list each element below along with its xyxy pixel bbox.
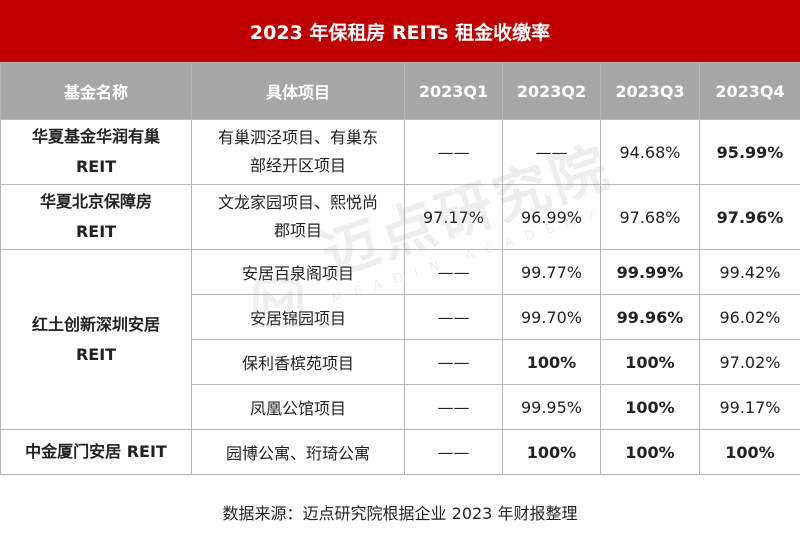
project-name: 安居锦园项目 [191, 294, 405, 340]
q4-value: 100% [699, 429, 800, 475]
table-row: 中金厦门安居 REIT 园博公寓、珩琦公寓 —— 100% 100% 100% [0, 429, 800, 475]
fund-name-suffix: REIT [75, 157, 117, 176]
header-q4: 2023Q4 [699, 62, 800, 120]
q3-value: 100% [600, 339, 700, 385]
q1-value: —— [404, 384, 503, 430]
project-name: 凤凰公馆项目 [191, 384, 405, 430]
project-cell: 文龙家园项目、熙悦尚 郡项目 [191, 184, 405, 250]
table-row: 红土创新深圳安居 REIT 安居百泉阁项目 —— 99.77% 99.99% 9… [0, 249, 800, 430]
q1-value: 97.17% [404, 184, 503, 250]
q4-value: 99.42% [699, 249, 800, 295]
q4-value: 97.02% [699, 339, 800, 385]
table-row: 凤凰公馆项目 —— 99.95% 100% 99.17% [1, 384, 800, 430]
header-fund-name: 基金名称 [0, 62, 192, 120]
q3-value: 100% [600, 429, 700, 475]
q3-value: 97.68% [600, 184, 700, 250]
fund-name: 华夏北京保障房 [39, 192, 152, 211]
project-cell: 有巢泗泾项目、有巢东 部经开区项目 [191, 119, 405, 185]
q2-value: 99.70% [502, 294, 601, 340]
reits-table: 基金名称 具体项目 2023Q1 2023Q2 2023Q3 2023Q4 华夏… [0, 62, 800, 475]
project-name: 安居百泉阁项目 [191, 249, 405, 295]
header-q2: 2023Q2 [502, 62, 601, 120]
table-title: 2023 年保租房 REITs 租金收缴率 [0, 0, 800, 62]
q3-value: 99.99% [600, 249, 700, 295]
project-name-cont: 郡项目 [273, 221, 322, 240]
fund-name-cell: 华夏基金华润有巢 REIT [0, 119, 192, 185]
fund-name-cell: 红土创新深圳安居 REIT [0, 249, 192, 430]
q2-value: 100% [502, 429, 601, 475]
header-project: 具体项目 [191, 62, 405, 120]
project-name: 保利香槟苑项目 [191, 339, 405, 385]
q2-value: 99.95% [502, 384, 601, 430]
q4-value: 95.99% [699, 119, 800, 185]
q4-value: 96.02% [699, 294, 800, 340]
fund-name-cell: 华夏北京保障房 REIT [0, 184, 192, 250]
q1-value: —— [404, 249, 503, 295]
fund-name: 中金厦门安居 REIT [0, 429, 192, 475]
q2-value: 100% [502, 339, 601, 385]
table-row: 华夏北京保障房 REIT 文龙家园项目、熙悦尚 郡项目 97.17% 96.99… [0, 184, 800, 250]
fund-name-suffix: REIT [75, 222, 117, 241]
project-name: 有巢泗泾项目、有巢东 [217, 128, 378, 147]
table-row: 安居锦园项目 —— 99.70% 99.96% 96.02% [1, 294, 800, 340]
q3-value: 99.96% [600, 294, 700, 340]
q2-value: 99.77% [502, 249, 601, 295]
header-q3: 2023Q3 [600, 62, 700, 120]
source-note: 数据来源：迈点研究院根据企业 2023 年财报整理 [222, 504, 578, 523]
q2-value: —— [502, 119, 601, 185]
q1-value: —— [404, 339, 503, 385]
project-name-cont: 部经开区项目 [249, 156, 346, 175]
q4-value: 97.96% [699, 184, 800, 250]
project-name: 文龙家园项目、熙悦尚 [217, 193, 378, 212]
q1-value: —— [404, 294, 503, 340]
q3-value: 94.68% [600, 119, 700, 185]
fund-name: 华夏基金华润有巢 [31, 127, 160, 146]
q3-value: 100% [600, 384, 700, 430]
header-row: 基金名称 具体项目 2023Q1 2023Q2 2023Q3 2023Q4 [0, 62, 800, 120]
q1-value: —— [404, 119, 503, 185]
fund-name: 红土创新深圳安居 [31, 314, 160, 334]
q2-value: 96.99% [502, 184, 601, 250]
header-q1: 2023Q1 [404, 62, 503, 120]
q1-value: —— [404, 429, 503, 475]
table-row: 保利香槟苑项目 —— 100% 100% 97.02% [1, 339, 800, 385]
project-name: 园博公寓、珩琦公寓 [191, 429, 405, 475]
table-row: 华夏基金华润有巢 REIT 有巢泗泾项目、有巢东 部经开区项目 —— —— 94… [0, 119, 800, 185]
fund-name-suffix: REIT [75, 344, 117, 364]
q4-value: 99.17% [699, 384, 800, 430]
